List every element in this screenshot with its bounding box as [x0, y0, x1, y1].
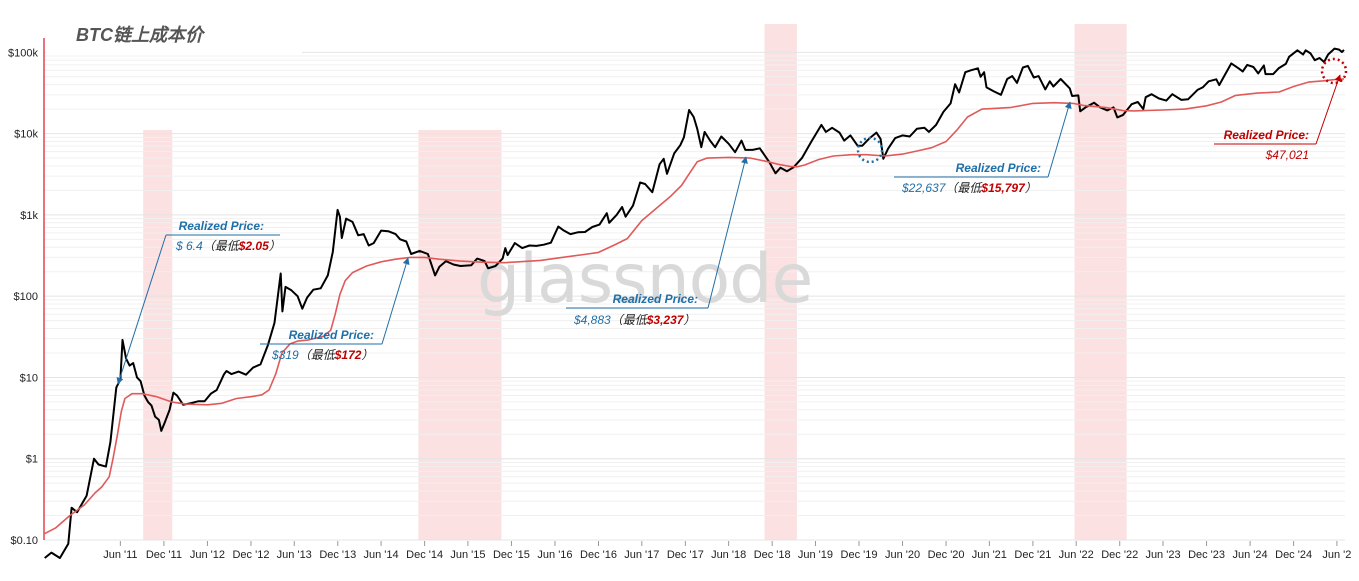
y-tick-label: $1k [20, 210, 38, 222]
x-tick-label: Dec '16 [580, 549, 617, 561]
y-tick-label: $100 [14, 291, 38, 303]
annotation-4: Realized Price: $22,637（最低$15,797） [894, 101, 1072, 195]
x-tick-label: Jun '13 [277, 549, 312, 561]
realized-price-line [44, 78, 1345, 535]
low-suffix: ） [683, 313, 695, 327]
low-prefix: （最低 [299, 348, 337, 362]
low-suffix: ） [1025, 181, 1037, 195]
x-tick-label: Dec '11 [146, 549, 182, 561]
realized-value: $22,637 [901, 181, 947, 195]
x-tick-label: Jun '24 [1233, 549, 1268, 561]
x-tick-label: Dec '21 [1014, 549, 1051, 561]
x-tick-label: Dec '24 [1275, 549, 1312, 561]
x-tick-label: Jun '12 [190, 549, 225, 561]
x-tick-label: Jun '22 [1059, 549, 1094, 561]
annotation-2: Realized Price: $319（最低$172） [260, 257, 410, 362]
annotation-value: $4,883（最低$3,237） [573, 313, 695, 327]
annotation-title: Realized Price: [289, 328, 374, 342]
low-prefix: （最低 [203, 239, 241, 253]
annotation-5: Realized Price: $47,021 [1214, 74, 1342, 162]
gridlines [44, 51, 1345, 541]
low-value: $2.05 [238, 239, 269, 253]
annotation-arrow [1315, 74, 1342, 145]
series-lines [44, 47, 1345, 559]
x-tick-label: Dec '18 [754, 549, 791, 561]
annotation-1: Realized Price: $ 6.4（最低$2.05） [116, 219, 281, 385]
covid-low-marker [856, 136, 884, 164]
x-tick-label: Jun '11 [103, 549, 137, 561]
x-tick-label: Dec '15 [493, 549, 530, 561]
annotation-arrow [116, 234, 167, 385]
low-value: $172 [334, 348, 362, 362]
realized-value: $319 [271, 348, 299, 362]
low-value: $3,237 [646, 313, 685, 327]
realized-value: $4,883 [573, 313, 611, 327]
realized-value: $ 6.4 [175, 239, 203, 253]
annotations: Realized Price:$ 6.4（最低$2.05）Realized Pr… [116, 74, 1342, 385]
x-tick-label: Jun '16 [537, 549, 572, 561]
btc-price-line [44, 47, 1345, 559]
x-tick-label: Jun '15 [450, 549, 485, 561]
annotation-arrow [707, 156, 748, 309]
x-tick-label: Jun '2 [1322, 549, 1351, 561]
x-axis-ticks: Jun '11 Dec '11 Jun '12 Dec '12 Jun '13 Dec '… [103, 541, 1351, 561]
shaded-period-3 [764, 24, 797, 540]
y-tick-label: $1 [26, 454, 38, 466]
annotation-value: $22,637（最低$15,797） [901, 181, 1037, 195]
low-value: $15,797 [980, 181, 1026, 195]
shaded-period-1 [143, 130, 173, 540]
shaded-period-2 [418, 130, 502, 540]
x-tick-label: Jun '23 [1145, 549, 1180, 561]
x-tick-label: Dec '17 [667, 549, 704, 561]
annotation-arrow [1047, 101, 1072, 178]
title-backdrop [46, 14, 302, 54]
watermark: glassnode [477, 240, 812, 319]
x-tick-label: Dec '23 [1188, 549, 1225, 561]
annotation-title: Realized Price: [613, 292, 698, 306]
annotation-title: Realized Price: [956, 161, 1041, 175]
current-price-marker [1320, 57, 1348, 85]
x-tick-label: Dec '14 [406, 549, 443, 561]
y-tick-label: $100k [8, 47, 38, 59]
x-tick-label: Jun '19 [798, 549, 833, 561]
x-tick-label: Dec '12 [232, 549, 269, 561]
annotation-arrow [381, 257, 410, 345]
x-tick-label: Jun '21 [972, 549, 1007, 561]
x-tick-label: Jun '17 [624, 549, 659, 561]
x-tick-label: Dec '22 [1101, 549, 1138, 561]
low-suffix: ） [269, 239, 281, 253]
low-prefix: （最低 [945, 181, 983, 195]
low-suffix: ） [361, 348, 373, 362]
x-tick-label: Dec '13 [319, 549, 356, 561]
annotation-3: Realized Price:$4,883（最低$3,237） [566, 156, 748, 327]
x-tick-label: Dec '20 [928, 549, 965, 561]
low-prefix: （最低 [611, 313, 649, 327]
annotation-title: Realized Price: [179, 219, 264, 233]
annotation-value: $ 6.4（最低$2.05） [175, 239, 281, 253]
y-tick-label: $10k [14, 129, 38, 141]
y-tick-label: $0.10 [10, 535, 38, 547]
x-tick-label: Jun '18 [711, 549, 746, 561]
y-tick-label: $10 [20, 372, 38, 384]
realized-value: $47,021 [1265, 148, 1309, 162]
chart-title: BTC链上成本价 [76, 25, 206, 45]
y-axis-ticks: $0.10 $1 $10 $100 $1k $10k $100k [8, 47, 38, 547]
annotation-title: Realized Price: [1224, 128, 1309, 142]
annotation-value: $47,021 [1265, 148, 1309, 162]
x-tick-label: Jun '20 [885, 549, 920, 561]
x-tick-label: Jun '14 [364, 549, 399, 561]
x-tick-label: Dec '19 [841, 549, 878, 561]
low-markers [856, 57, 1348, 164]
annotation-value: $319（最低$172） [271, 348, 373, 362]
